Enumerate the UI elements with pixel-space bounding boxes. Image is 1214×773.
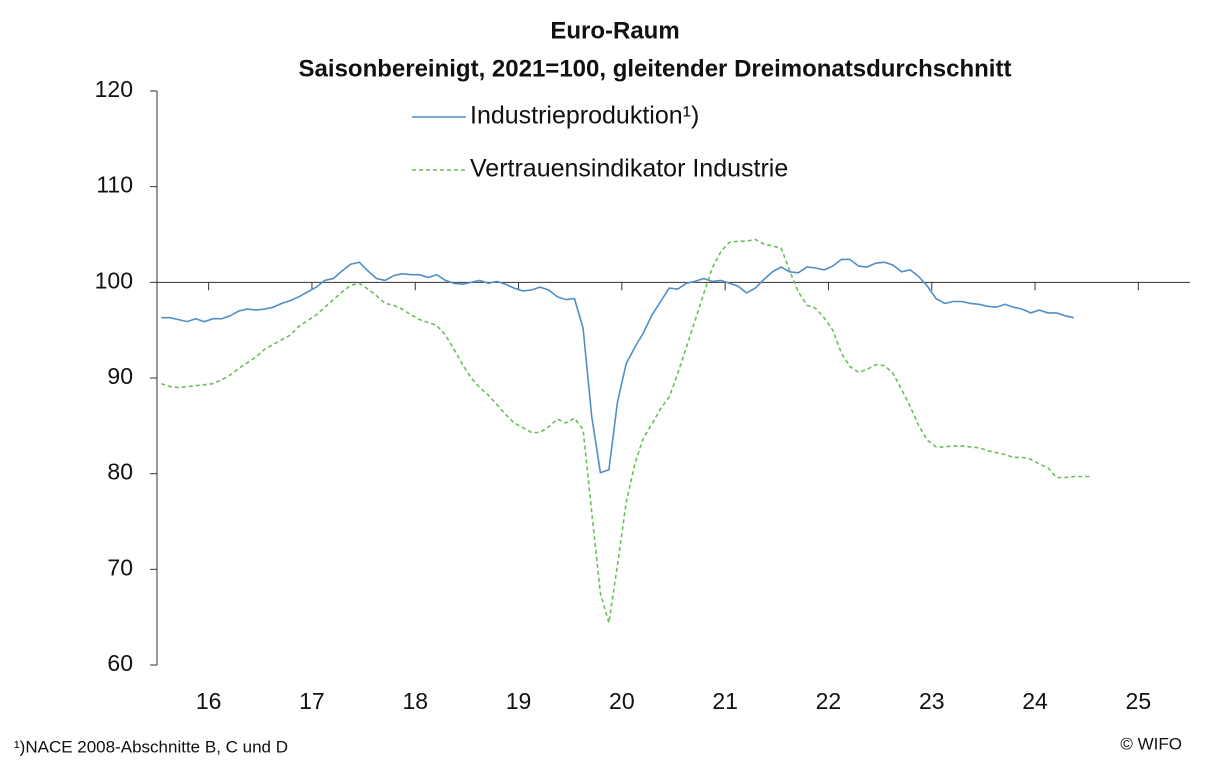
x-tick-label: 23 [919,688,945,714]
y-tick-label: 90 [107,363,133,389]
y-tick-label: 80 [107,459,133,485]
x-tick-label: 16 [196,688,222,714]
chart-title: Euro-Raum [550,17,679,44]
series-line [161,258,1074,474]
x-tick-label: 19 [506,688,532,714]
x-tick-label: 22 [816,688,842,714]
x-tick-label: 20 [609,688,635,714]
x-tick-label: 17 [299,688,325,714]
y-tick-label: 60 [107,650,133,676]
footnote: ¹)NACE 2008-Abschnitte B, C und D [14,737,288,756]
y-tick-label: 120 [95,76,133,102]
legend-label: Industrieproduktion¹) [470,102,699,130]
series-line [161,238,1091,624]
y-tick-label: 110 [96,172,133,198]
y-tick-label: 100 [95,267,133,293]
legend-label: Vertrauensindikator Industrie [470,155,788,183]
y-tick-label: 70 [107,554,133,580]
x-tick-label: 21 [712,688,738,714]
source: © WIFO [1120,734,1182,753]
x-tick-label: 24 [1022,688,1048,714]
x-tick-label: 18 [402,688,428,714]
x-tick-label: 25 [1126,688,1152,714]
chart-subtitle: Saisonbereinigt, 2021=100, gleitender Dr… [299,55,1012,82]
